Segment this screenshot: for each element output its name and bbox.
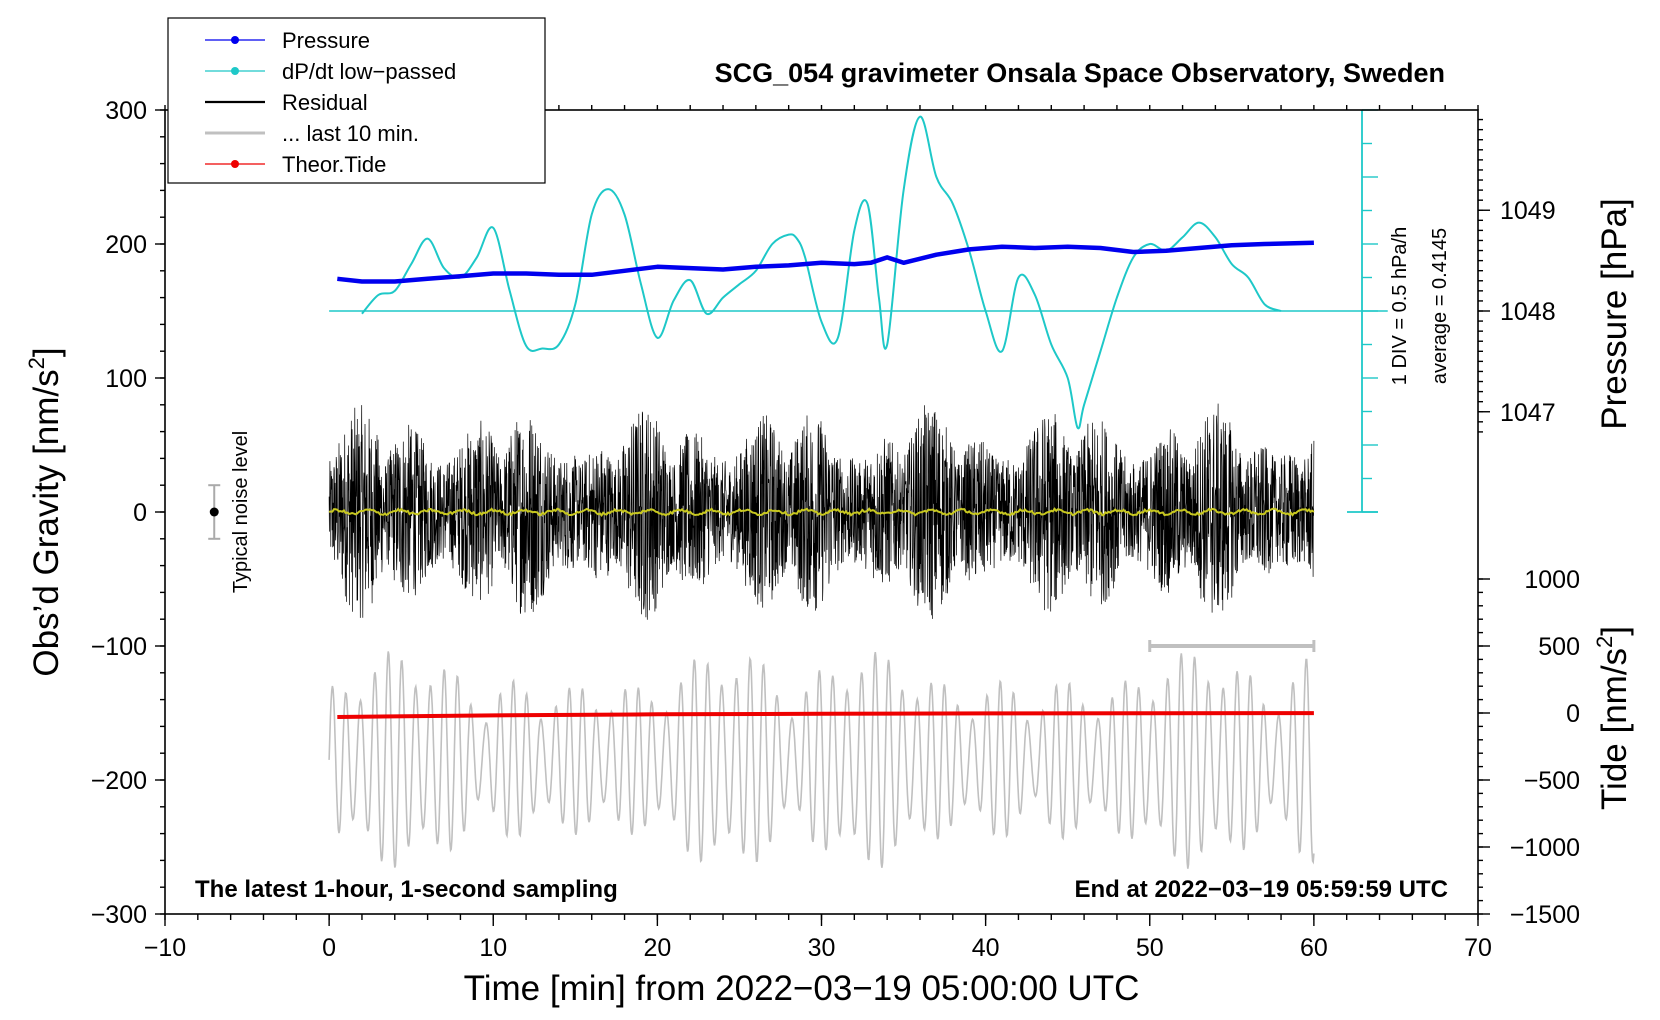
tide-tick-label: 1000 (1524, 566, 1580, 594)
legend-layer: Pressure dP/dt low−passed Residual ... last… (167, 17, 546, 184)
noise-label: Typical noise level (230, 431, 252, 593)
x-tick-label: 50 (1136, 934, 1164, 962)
y-tick-label: −200 (91, 767, 147, 795)
chart-title: SCG_054 gravimeter Onsala Space Observat… (715, 58, 1445, 88)
y-axis-label-left: Obs’d Gravity [nm/s2] (24, 347, 66, 676)
legend-box (167, 17, 546, 184)
tide-tick-label: −1000 (1510, 834, 1580, 862)
dpdt-scale-line2: average = 0.4145 (1429, 228, 1451, 384)
subtitle-right: End at 2022−03−19 05:59:59 UTC (1074, 876, 1448, 903)
y-axis-label-tide-main: Tide [nm/s (1595, 648, 1634, 810)
tide-line (337, 711, 1314, 719)
y-axis-label-tide-close: ] (1595, 626, 1634, 636)
y-tick-label: −100 (91, 633, 147, 661)
y-axis-label-left-main: Obs’d Gravity [nm/s (27, 369, 66, 676)
pressure-tick-label: 1047 (1500, 399, 1556, 427)
pressure-tick-label: 1048 (1500, 298, 1556, 326)
subtitle-left: The latest 1-hour, 1-second sampling (195, 876, 618, 903)
tide-tick-label: 0 (1566, 700, 1580, 728)
x-tick-label: 10 (479, 934, 507, 962)
x-axis-label: Time [min] from 2022−03−19 05:00:00 UTC (464, 969, 1140, 1008)
pressure-tick-label: 1049 (1500, 197, 1556, 225)
x-tick-label: 40 (972, 934, 1000, 962)
tide-tick-label: −500 (1524, 767, 1580, 795)
y-axis-label-left-sup: 2 (24, 357, 49, 369)
last-10-min-line (328, 651, 1315, 869)
legend-marker (231, 160, 239, 168)
x-tick-label: 70 (1464, 934, 1492, 962)
y-axis-label-pressure: Pressure [hPa] (1595, 198, 1634, 430)
x-tick-label: 0 (322, 934, 336, 962)
x-tick-label: 30 (808, 934, 836, 962)
y-axis-label-tide-sup: 2 (1592, 636, 1617, 648)
y-tick-label: 300 (105, 97, 147, 125)
y-tick-label: 200 (105, 231, 147, 259)
pressure-line (337, 240, 1314, 284)
dpdt-line (361, 115, 1282, 430)
tide-tick-label: −1500 (1510, 901, 1580, 929)
legend-label: Pressure (282, 28, 370, 53)
legend-marker (231, 67, 239, 75)
y-axis-label-tide: Tide [nm/s2] (1592, 626, 1634, 810)
x-tick-label: 60 (1300, 934, 1328, 962)
x-tick-label: −10 (144, 934, 186, 962)
legend-label: Theor.Tide (282, 152, 386, 177)
y-axis-label-left-close: ] (27, 347, 66, 357)
y-tick-label: 0 (133, 499, 147, 527)
y-tick-label: −300 (91, 901, 147, 929)
y-tick-label: 100 (105, 365, 147, 393)
legend-label: ... last 10 min. (282, 121, 419, 146)
tide-tick-label: 500 (1538, 633, 1580, 661)
residual-smoothed-line (328, 507, 1315, 517)
x-tick-label: 20 (643, 934, 671, 962)
legend-label: dP/dt low−passed (282, 59, 456, 84)
legend-marker (231, 36, 239, 44)
data-layer: Typical noise level 1 DIV = 0.5 hPa/h aver… (208, 109, 1451, 869)
residual-line (328, 403, 1315, 620)
legend-label: Residual (282, 90, 368, 115)
dpdt-scale-line1: 1 DIV = 0.5 hPa/h (1389, 227, 1411, 385)
noise-bar-dot (209, 507, 219, 517)
